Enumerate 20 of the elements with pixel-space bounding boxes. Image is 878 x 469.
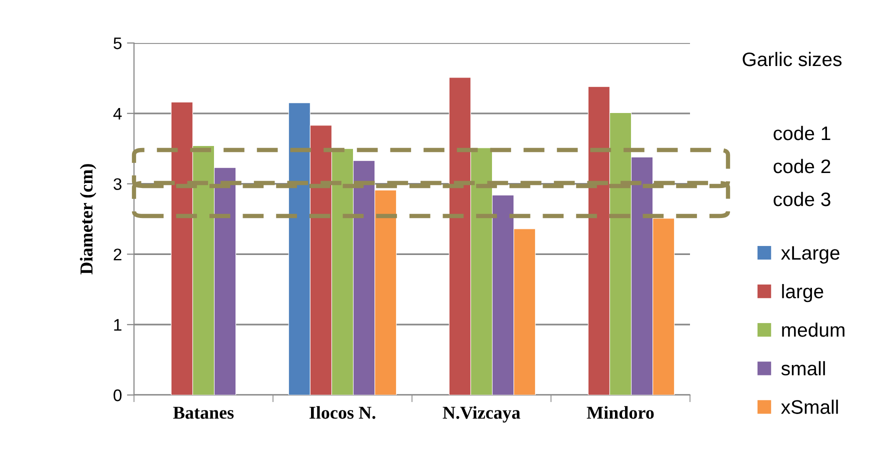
y-tick-label: 3 xyxy=(114,178,122,190)
legend-label: medum xyxy=(782,322,844,337)
x-tick-label: Mindoro xyxy=(586,406,654,419)
text: code 2 xyxy=(774,158,830,174)
y-tick-label: 5 xyxy=(114,38,122,50)
x-tick-label: N.Vizcaya xyxy=(442,406,520,423)
legend-title: Garlic sizes xyxy=(742,52,842,66)
x-tick-label: Ilocos N. xyxy=(310,406,376,419)
y-axis-title: Diameter (cm) xyxy=(80,164,96,274)
legend-label: small xyxy=(781,361,825,376)
y-tick-label: 0 xyxy=(114,389,122,402)
legend-label: large xyxy=(782,284,824,302)
y-tick-label: 4 xyxy=(113,108,122,120)
text: code 1 xyxy=(774,126,830,140)
y-tick-label: 2 xyxy=(114,248,122,260)
y-tick-label: 1 xyxy=(114,319,122,331)
x-tick-label: Batanes xyxy=(173,406,234,419)
text: code 3 xyxy=(774,192,830,206)
legend-label: xSmall xyxy=(781,400,838,414)
legend-label: xLarge xyxy=(781,246,840,264)
